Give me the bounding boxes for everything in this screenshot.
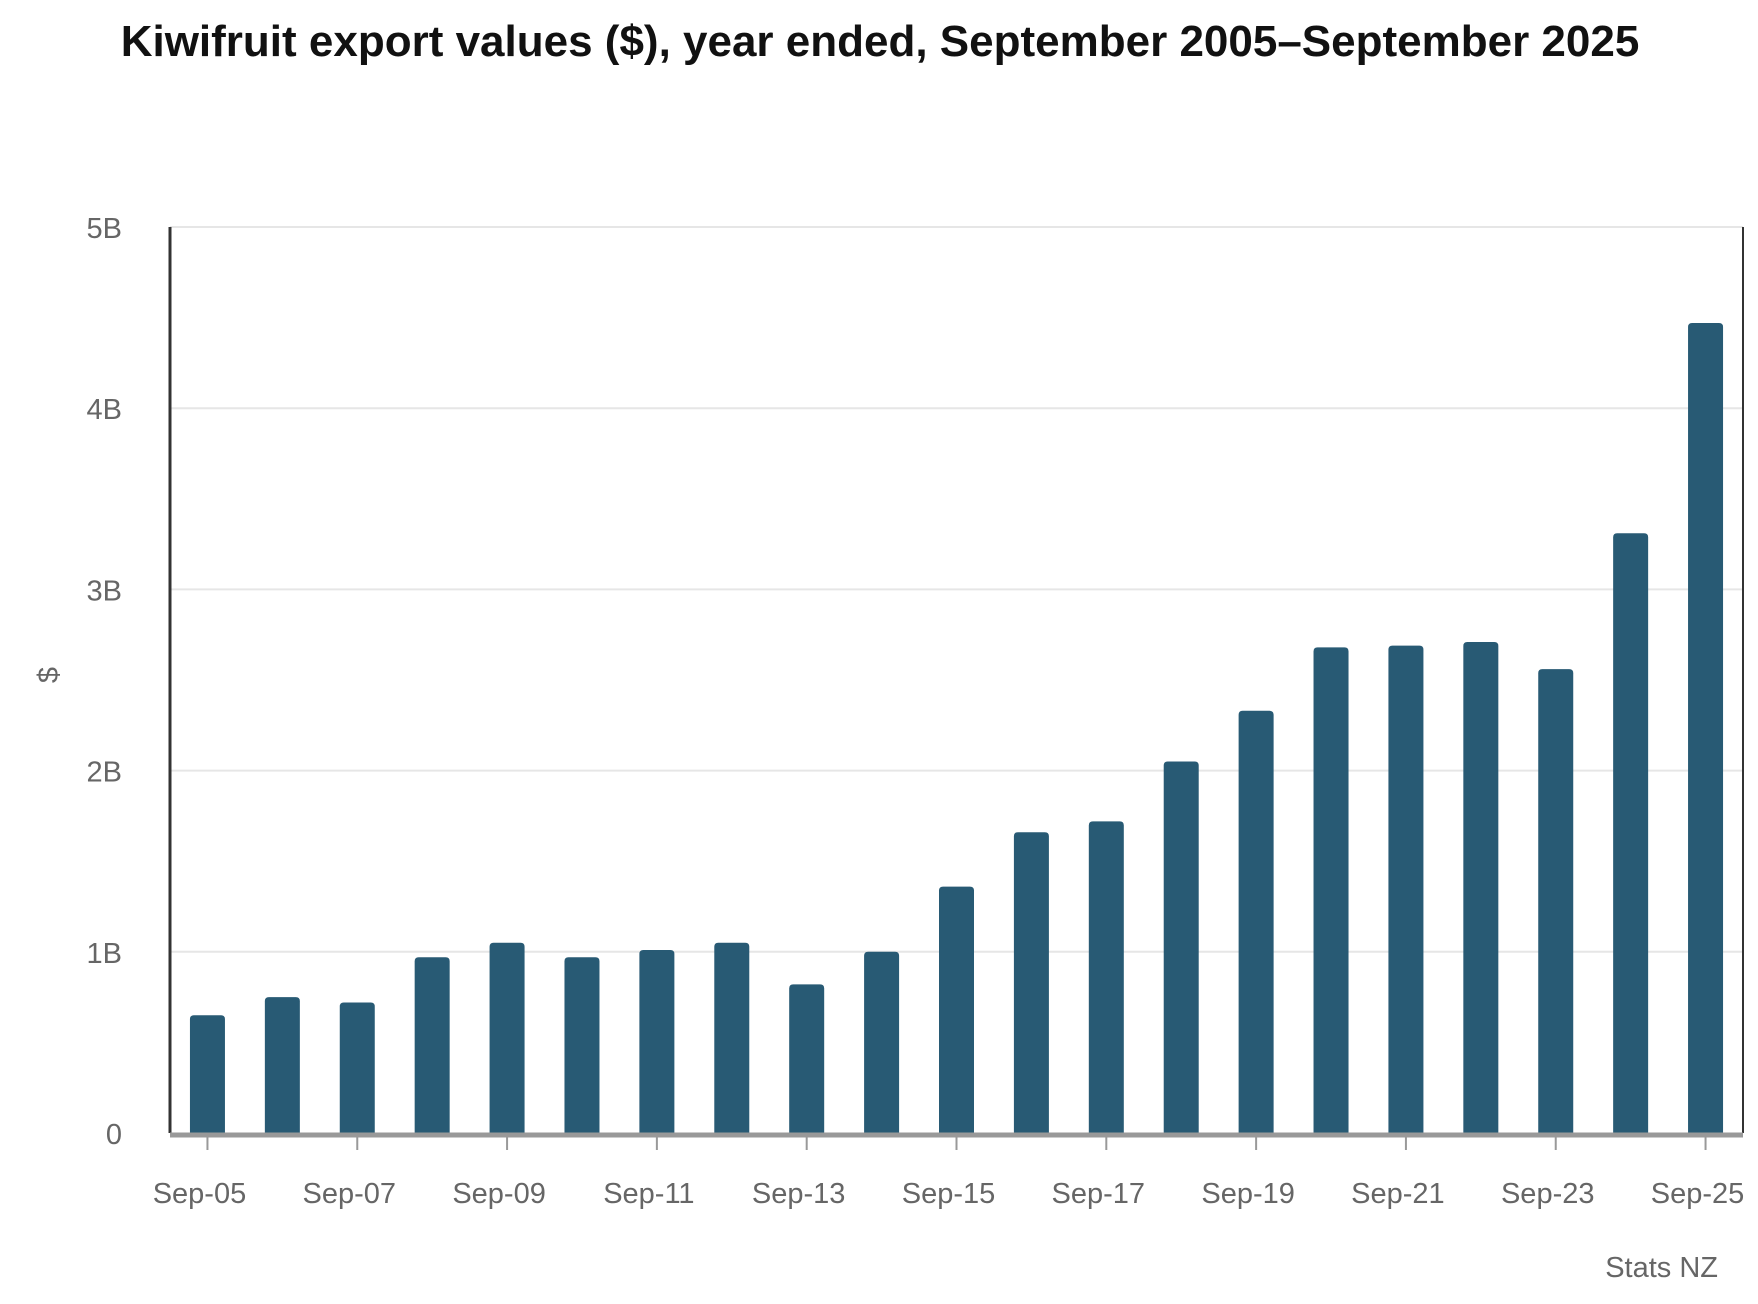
x-tick-label: Sep-23: [1501, 1178, 1595, 1210]
x-tick-label: Sep-21: [1351, 1178, 1445, 1210]
x-tick-label: Sep-11: [603, 1178, 694, 1210]
bar-sep-15: [939, 886, 974, 1133]
y-tick-label: 5B: [87, 213, 122, 245]
bar-sep-12: [714, 942, 750, 1133]
bar-sep-08: [414, 957, 450, 1133]
y-tick-label: 3B: [87, 575, 122, 607]
bar-sep-06: [264, 997, 300, 1133]
x-tick-label: Sep-09: [452, 1178, 546, 1210]
bar-sep-17: [1088, 821, 1124, 1133]
bar-sep-14: [864, 951, 900, 1133]
bar-sep-25: [1688, 323, 1724, 1133]
y-tick-label: 1B: [87, 938, 122, 970]
y-axis-title: $: [33, 667, 65, 683]
chart-title: Kiwifruit export values ($), year ended,…: [120, 17, 1640, 66]
bar-sep-24: [1613, 533, 1649, 1133]
bar-sep-11: [639, 949, 675, 1133]
bar-sep-23: [1538, 669, 1574, 1133]
labels: 0 1B 2B 3B 4B 5B Sep-05 Sep-07 Sep-09 Sep-11 Sep-1…: [33, 213, 1744, 1284]
bar-sep-22: [1463, 641, 1499, 1133]
bar-sep-18: [1163, 761, 1199, 1133]
bar-sep-05: [189, 1015, 225, 1133]
bar-sep-13: [789, 984, 825, 1133]
gridlines: [170, 226, 1743, 953]
y-tick-label: 2B: [87, 757, 122, 789]
x-tick-label: Sep-07: [303, 1178, 397, 1210]
source-credit: Stats NZ: [1605, 1252, 1718, 1284]
bar-sep-20: [1313, 647, 1349, 1133]
y-tick-label: 4B: [87, 394, 122, 426]
bar-sep-09: [489, 942, 525, 1133]
x-tick-label: Sep-17: [1052, 1178, 1146, 1210]
bar-sep-07: [339, 1002, 375, 1133]
bar-sep-16: [1013, 832, 1049, 1133]
x-tick-label: Sep-15: [902, 1178, 996, 1210]
bars: [189, 323, 1724, 1133]
bar-sep-21: [1388, 645, 1424, 1133]
bar-sep-10: [564, 957, 600, 1133]
x-tick-label: Sep-13: [752, 1178, 846, 1210]
axes: [168, 227, 1744, 1150]
bar-sep-19: [1238, 710, 1274, 1133]
x-tick-label: Sep-05: [153, 1178, 247, 1210]
y-tick-label: 0: [106, 1119, 122, 1151]
x-tick-label: Sep-25: [1651, 1178, 1745, 1210]
x-tick-label: Sep-19: [1201, 1178, 1295, 1210]
